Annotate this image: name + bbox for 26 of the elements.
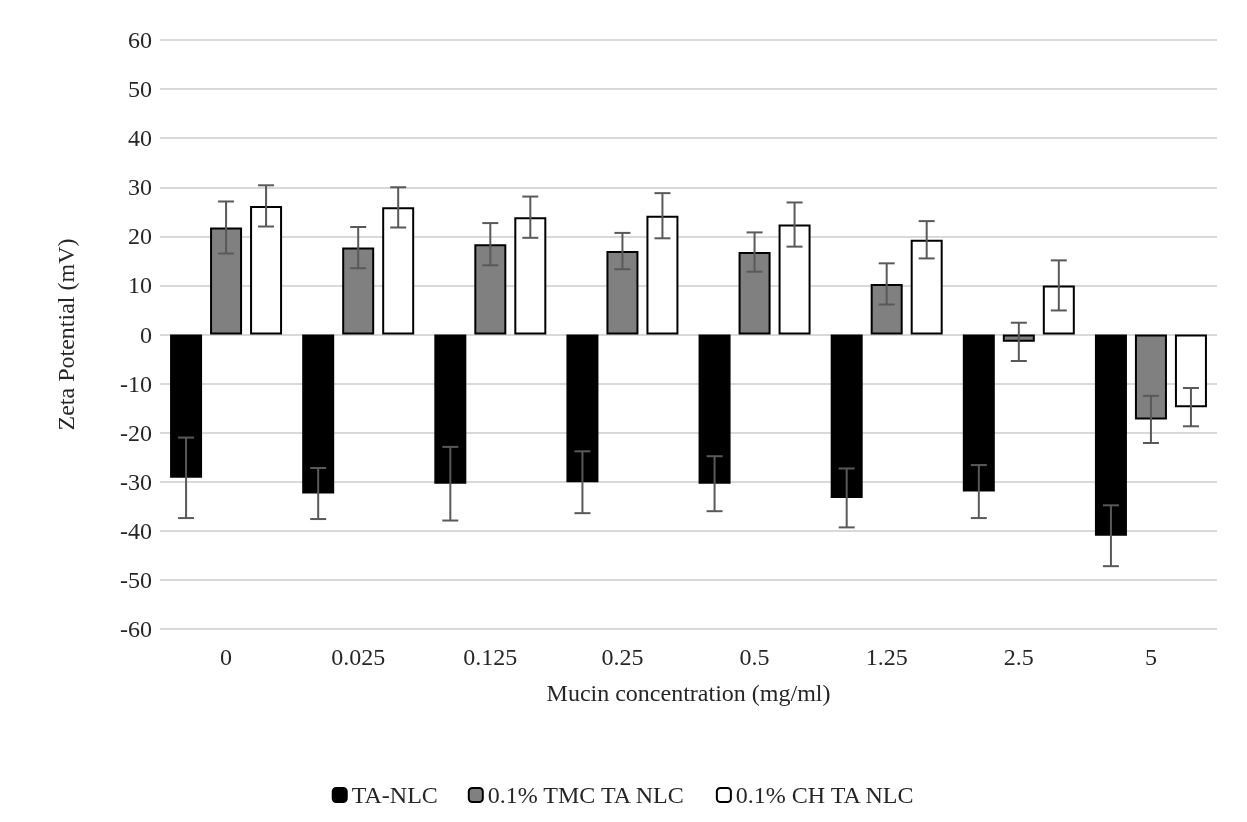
x-tick-label: 1.25 bbox=[865, 644, 908, 670]
y-tick-label: 0 bbox=[140, 321, 152, 348]
y-tick-label: 20 bbox=[128, 223, 152, 250]
y-tick-label: 10 bbox=[128, 272, 152, 299]
y-tick-label: -60 bbox=[120, 616, 152, 642]
x-tick-label: 0.25 bbox=[601, 644, 644, 670]
y-tick-label: -30 bbox=[120, 468, 152, 495]
legend-label: TA-NLC bbox=[351, 782, 438, 808]
y-axis-title: Zeta Potential (mV) bbox=[53, 238, 79, 431]
x-tick-label: 2.5 bbox=[1003, 644, 1034, 670]
x-tick-label: 5 bbox=[1144, 644, 1157, 670]
legend-label: 0.1% CH TA NLC bbox=[735, 782, 914, 808]
y-tick-label: 50 bbox=[128, 76, 152, 103]
x-tick-label: 0.5 bbox=[739, 644, 770, 670]
x-tick-label: 0.125 bbox=[463, 644, 518, 670]
y-tick-label: 30 bbox=[128, 174, 152, 201]
y-tick-label: -10 bbox=[120, 370, 152, 397]
x-tick-label: 0.025 bbox=[331, 644, 386, 670]
x-tick-label: 0 bbox=[220, 644, 233, 670]
y-tick-label: -20 bbox=[120, 419, 152, 446]
legend-label: 0.1% TMC TA NLC bbox=[487, 782, 684, 808]
y-tick-label: 40 bbox=[128, 125, 152, 152]
x-axis-title: Mucin concentration (mg/ml) bbox=[546, 680, 831, 706]
y-tick-label: 60 bbox=[128, 27, 152, 53]
y-tick-label: -50 bbox=[120, 566, 152, 593]
y-tick-label: -40 bbox=[120, 517, 152, 544]
